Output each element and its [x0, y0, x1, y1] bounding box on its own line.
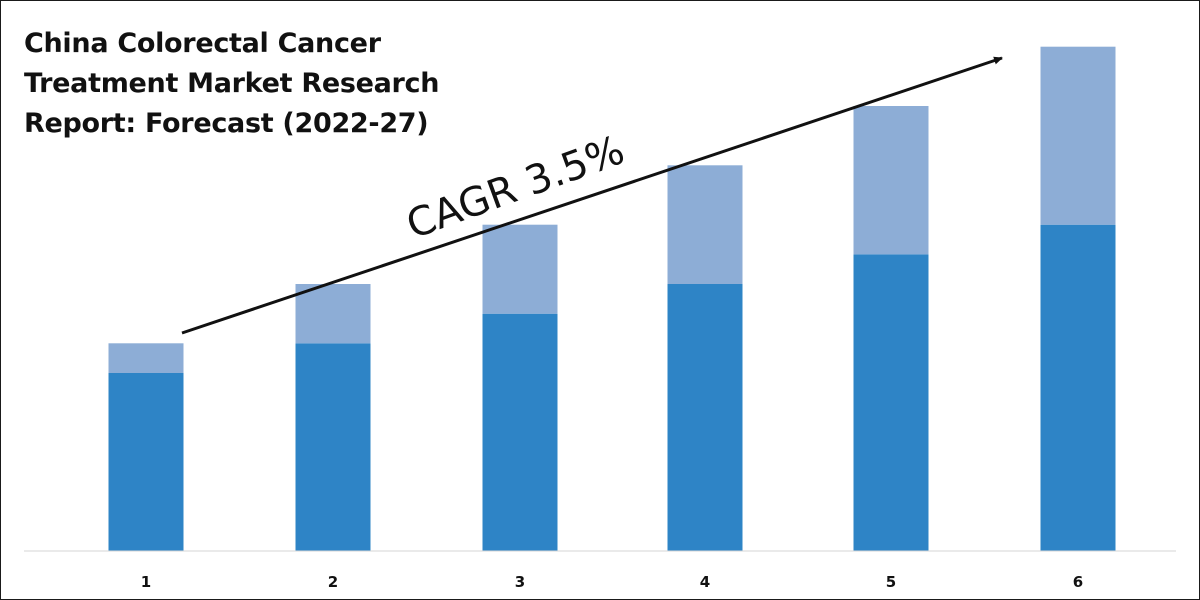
bar-1-segment-1 [108, 373, 184, 551]
bar-6-segment-1 [1040, 224, 1116, 551]
title-line-1: China Colorectal Cancer [24, 28, 381, 59]
bar-2-segment-2 [295, 284, 371, 344]
bar-3-segment-1 [482, 313, 558, 551]
bar-3-segment-2 [482, 224, 558, 314]
x-tick-label-3: 3 [515, 573, 525, 591]
x-tick-label-4: 4 [700, 573, 710, 591]
bar-1-segment-2 [108, 343, 184, 373]
bar-2-segment-1 [295, 343, 371, 551]
trend-arrow [181, 56, 1003, 335]
x-tick-label-1: 1 [141, 573, 151, 591]
x-tick-label-5: 5 [886, 573, 896, 591]
bar-5-segment-2 [853, 106, 929, 255]
bar-4-segment-1 [667, 284, 743, 551]
bar-5-segment-1 [853, 254, 929, 552]
title-line-3: Report: Forecast (2022-27) [24, 108, 429, 139]
bar-6-segment-2 [1040, 46, 1116, 225]
x-tick-label-6: 6 [1073, 573, 1083, 591]
x-tick-label-2: 2 [328, 573, 338, 591]
chart-title: China Colorectal Cancer Treatment Market… [24, 24, 464, 144]
bar-4-segment-2 [667, 165, 743, 284]
title-line-2: Treatment Market Research [24, 68, 440, 99]
x-tick-labels: 1 2 3 4 5 6 [141, 573, 1083, 591]
bars-group [108, 46, 1116, 552]
